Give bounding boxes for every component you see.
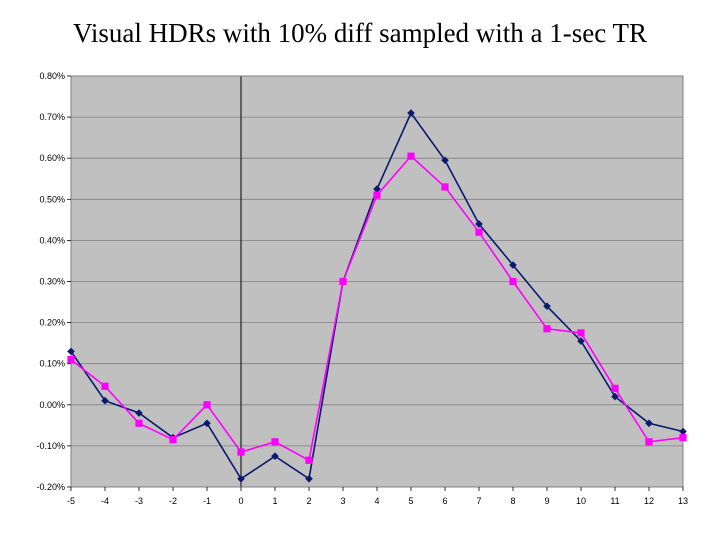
x-tick-label: 2 <box>306 496 311 506</box>
chart-title: Visual HDRs with 10% diff sampled with a… <box>72 18 648 48</box>
x-tick-label: 1 <box>272 496 277 506</box>
series-2-point <box>305 456 313 464</box>
series-2-point <box>135 419 143 427</box>
series-2-point <box>645 438 653 446</box>
series-2-point <box>169 436 177 444</box>
x-tick-label: -1 <box>203 496 211 506</box>
series-1-point <box>577 337 585 345</box>
series-1-point <box>441 156 449 165</box>
series-2-point <box>67 355 75 364</box>
series-1-point <box>679 427 687 436</box>
series-2-point <box>543 325 551 333</box>
y-tick-label: 0.70% <box>39 112 65 122</box>
series-1-point <box>543 302 551 310</box>
series-2-point <box>237 448 245 456</box>
series-2-point <box>271 438 279 446</box>
series-1-point <box>271 452 279 460</box>
x-tick-label: 13 <box>678 496 688 506</box>
y-tick-label: 0.40% <box>39 235 65 245</box>
series-2-point <box>509 277 517 286</box>
x-tick-label: -5 <box>67 496 75 506</box>
x-tick-label: 6 <box>442 496 447 506</box>
x-tick-label: -2 <box>169 496 177 506</box>
series-1-point <box>611 392 619 401</box>
series-1-point <box>203 419 211 428</box>
x-tick-label: -4 <box>101 496 109 506</box>
series-1-point <box>407 109 415 117</box>
x-tick-label: 7 <box>476 496 481 506</box>
series-group <box>67 109 687 483</box>
series-1-point <box>645 419 653 428</box>
x-axis: -5 -4 -3 -2 -1 0 1 2 3 4 5 6 7 8 9 10 11 12 13 <box>67 487 688 506</box>
series-1-point <box>101 396 109 405</box>
x-tick-label: 11 <box>610 496 619 506</box>
series-1-point <box>373 185 381 193</box>
y-tick-label: 0.60% <box>39 153 65 163</box>
y-tick-label: 0.80% <box>39 71 65 81</box>
y-axis: 0.80% 0.70% 0.60% 0.50% 0.40% 0.30% 0.20% 0.10%… <box>36 71 71 492</box>
x-tick-label: 4 <box>374 496 379 506</box>
x-tick-label: -3 <box>135 496 143 506</box>
series-1-point <box>67 347 75 356</box>
x-tick-label: 8 <box>510 496 515 506</box>
series-1-point <box>135 409 143 417</box>
series-2-point <box>577 329 585 337</box>
y-tick-label: -0.20% <box>36 482 65 492</box>
series-2-point <box>475 228 483 236</box>
x-tick-label: 12 <box>644 496 654 506</box>
series-1-point <box>305 474 313 483</box>
series-1-point <box>475 220 483 228</box>
y-tick-label: -0.10% <box>36 441 65 451</box>
y-tick-label: 0.20% <box>39 318 65 328</box>
series-2-point <box>203 401 211 409</box>
y-tick-label: 0.30% <box>39 277 65 287</box>
y-tick-label: 0.10% <box>39 359 65 369</box>
x-tick-label: 10 <box>576 496 586 506</box>
series-1-point <box>509 261 517 269</box>
x-tick-label: 9 <box>544 496 549 506</box>
y-tick-label: 0.00% <box>39 400 65 410</box>
x-tick-label: 0 <box>238 496 243 506</box>
series-2-point <box>339 277 347 286</box>
series-2-point <box>101 382 109 390</box>
x-tick-label: 3 <box>340 496 345 506</box>
series-2-point <box>373 191 381 199</box>
series-2-point <box>407 152 415 160</box>
x-tick-label: 5 <box>408 496 413 506</box>
series-2-point <box>441 183 449 191</box>
y-tick-label: 0.50% <box>39 194 65 204</box>
series-2-point <box>679 434 687 442</box>
series-1-point <box>237 474 245 483</box>
series-2-point <box>611 384 619 392</box>
